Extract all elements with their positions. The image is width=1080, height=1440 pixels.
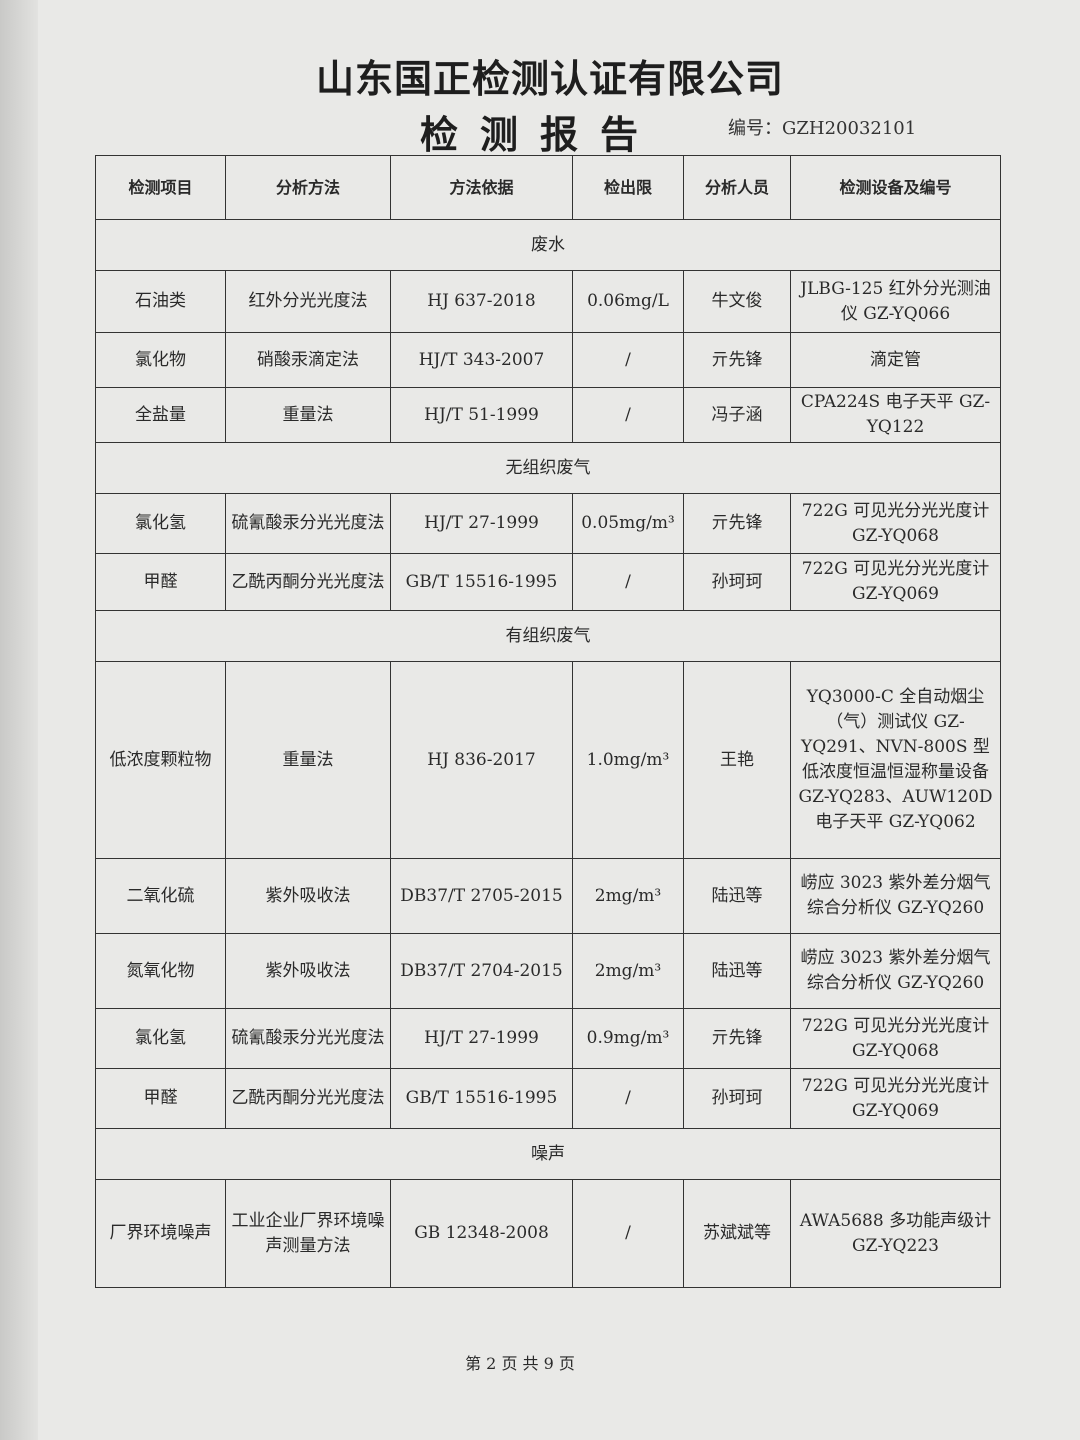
report-title: 检测报告 (420, 113, 661, 157)
header-row: 检测项目 分析方法 方法依据 检出限 分析人员 检测设备及编号 (95, 155, 1001, 220)
table-row: 石油类 红外分光光度法 HJ 637-2018 0.06mg/L 牛文俊 JLBG-125… (95, 270, 1001, 333)
section-title: 无组织废气 (95, 442, 1001, 494)
cell-standard: HJ/T 51-1999 (390, 387, 573, 443)
header-standard: 方法依据 (390, 155, 573, 220)
cell-equipment: 722G 可见光分光光度计 GZ-YQ069 (790, 553, 1001, 611)
section-title: 废水 (95, 219, 1001, 271)
section-title: 噪声 (95, 1128, 1001, 1180)
cell-standard: GB 12348-2008 (390, 1179, 573, 1288)
cell-item: 氯化氢 (95, 493, 226, 554)
header-analyst: 分析人员 (683, 155, 791, 220)
cell-detection-limit: / (572, 553, 684, 611)
cell-method: 乙酰丙酮分光光度法 (225, 1068, 391, 1129)
cell-method: 乙酰丙酮分光光度法 (225, 553, 391, 611)
cell-standard: HJ/T 27-1999 (390, 1008, 573, 1069)
binding-edge (0, 0, 38, 1440)
cell-method: 重量法 (225, 387, 391, 443)
cell-equipment: 崂应 3023 紫外差分烟气综合分析仪 GZ-YQ260 (790, 933, 1001, 1009)
cell-detection-limit: 0.9mg/m³ (572, 1008, 684, 1069)
cell-method: 红外分光光度法 (225, 270, 391, 333)
cell-analyst: 牛文俊 (683, 270, 791, 333)
cell-analyst: 亓先锋 (683, 493, 791, 554)
cell-standard: GB/T 15516-1995 (390, 1068, 573, 1129)
cell-item: 甲醛 (95, 553, 226, 611)
cell-item: 低浓度颗粒物 (95, 661, 226, 859)
table-row: 厂界环境噪声 工业企业厂界环境噪声测量方法 GB 12348-2008/苏斌斌等 AW… (95, 1179, 1001, 1288)
section-row: 有组织废气 (95, 610, 1001, 662)
cell-analyst: 亓先锋 (683, 1008, 791, 1069)
cell-item: 甲醛 (95, 1068, 226, 1129)
cell-method: 硝酸汞滴定法 (225, 332, 391, 388)
cell-analyst: 苏斌斌等 (683, 1179, 791, 1288)
table-row: 氯化氢 硫氰酸汞分光光度法 HJ/T 27-1999 0.9mg/m³ 亓先锋 722G … (95, 1008, 1001, 1069)
table-row: 甲醛 乙酰丙酮分光光度法 GB/T 15516-1995/孙珂珂 722G 可见光分光… (95, 1068, 1001, 1129)
cell-equipment: 滴定管 (790, 332, 1001, 388)
cell-detection-limit: / (572, 1068, 684, 1129)
cell-analyst: 亓先锋 (683, 332, 791, 388)
cell-equipment: AWA5688 多功能声级计 GZ-YQ223 (790, 1179, 1001, 1288)
cell-detection-limit: 0.06mg/L (572, 270, 684, 333)
table-row: 氮氧化物 紫外吸收法 DB37/T 2704-2015 2mg/m³ 陆迅等 崂应 302… (95, 933, 1001, 1009)
cell-standard: HJ/T 343-2007 (390, 332, 573, 388)
cell-analyst: 陆迅等 (683, 933, 791, 1009)
cell-method: 紫外吸收法 (225, 933, 391, 1009)
cell-standard: DB37/T 2704-2015 (390, 933, 573, 1009)
header-method: 分析方法 (225, 155, 391, 220)
cell-standard: HJ/T 27-1999 (390, 493, 573, 554)
table-row: 氯化物 硝酸汞滴定法 HJ/T 343-2007/亓先锋 滴定管 (95, 332, 1001, 388)
section-row: 废水 (95, 219, 1001, 271)
section-row: 噪声 (95, 1128, 1001, 1180)
company-name: 山东国正检测认证有限公司 (315, 57, 784, 101)
report-number: 编号：GZH20032101 (728, 118, 917, 139)
page-number: 第 2 页 共 9 页 (465, 1354, 575, 1373)
cell-analyst: 孙珂珂 (683, 553, 791, 611)
cell-equipment: YQ3000-C 全自动烟尘（气）测试仪 GZ-YQ291、NVN-800S 型… (790, 661, 1001, 859)
cell-method: 硫氰酸汞分光光度法 (225, 493, 391, 554)
cell-standard: DB37/T 2705-2015 (390, 858, 573, 934)
cell-equipment: 崂应 3023 紫外差分烟气综合分析仪 GZ-YQ260 (790, 858, 1001, 934)
cell-item: 氯化氢 (95, 1008, 226, 1069)
cell-detection-limit: / (572, 332, 684, 388)
header-equipment: 检测设备及编号 (790, 155, 1001, 220)
cell-method: 重量法 (225, 661, 391, 859)
cell-item: 二氧化硫 (95, 858, 226, 934)
cell-item: 厂界环境噪声 (95, 1179, 226, 1288)
cell-method: 硫氰酸汞分光光度法 (225, 1008, 391, 1069)
cell-standard: GB/T 15516-1995 (390, 553, 573, 611)
cell-detection-limit: 1.0mg/m³ (572, 661, 684, 859)
cell-detection-limit: 2mg/m³ (572, 858, 684, 934)
cell-detection-limit: / (572, 1179, 684, 1288)
cell-method: 工业企业厂界环境噪声测量方法 (225, 1179, 391, 1288)
cell-analyst: 陆迅等 (683, 858, 791, 934)
cell-analyst: 冯子涵 (683, 387, 791, 443)
table-row: 氯化氢 硫氰酸汞分光光度法 HJ/T 27-1999 0.05mg/m³ 亓先锋 722G… (95, 493, 1001, 554)
cell-standard: HJ 836-2017 (390, 661, 573, 859)
table-row: 低浓度颗粒物 重量法 HJ 836-2017 1.0mg/m³ 王艳 YQ3000-C 全… (95, 661, 1001, 859)
header-detection-limit: 检出限 (572, 155, 684, 220)
cell-equipment: 722G 可见光分光光度计 GZ-YQ068 (790, 1008, 1001, 1069)
cell-detection-limit: / (572, 387, 684, 443)
cell-analyst: 孙珂珂 (683, 1068, 791, 1129)
table-row: 甲醛 乙酰丙酮分光光度法 GB/T 15516-1995/孙珂珂 722G 可见光分光… (95, 553, 1001, 611)
cell-analyst: 王艳 (683, 661, 791, 859)
test-methods-table: 检测项目 分析方法 方法依据 检出限 分析人员 检测设备及编号 废水 石油类 红外分光光度法 HJ… (95, 155, 1001, 1288)
cell-equipment: JLBG-125 红外分光测油仪 GZ-YQ066 (790, 270, 1001, 333)
cell-item: 石油类 (95, 270, 226, 333)
cell-item: 全盐量 (95, 387, 226, 443)
cell-equipment: 722G 可见光分光光度计 GZ-YQ068 (790, 493, 1001, 554)
section-title: 有组织废气 (95, 610, 1001, 662)
cell-standard: HJ 637-2018 (390, 270, 573, 333)
cell-detection-limit: 0.05mg/m³ (572, 493, 684, 554)
cell-method: 紫外吸收法 (225, 858, 391, 934)
table-row: 全盐量 重量法 HJ/T 51-1999/冯子涵 CPA224S 电子天平 GZ-YQ… (95, 387, 1001, 443)
cell-item: 氯化物 (95, 332, 226, 388)
table-row: 二氧化硫 紫外吸收法 DB37/T 2705-2015 2mg/m³ 陆迅等 崂应 302… (95, 858, 1001, 934)
section-row: 无组织废气 (95, 442, 1001, 494)
cell-item: 氮氧化物 (95, 933, 226, 1009)
cell-equipment: 722G 可见光分光光度计 GZ-YQ069 (790, 1068, 1001, 1129)
cell-equipment: CPA224S 电子天平 GZ-YQ122 (790, 387, 1001, 443)
header-item: 检测项目 (95, 155, 226, 220)
cell-detection-limit: 2mg/m³ (572, 933, 684, 1009)
